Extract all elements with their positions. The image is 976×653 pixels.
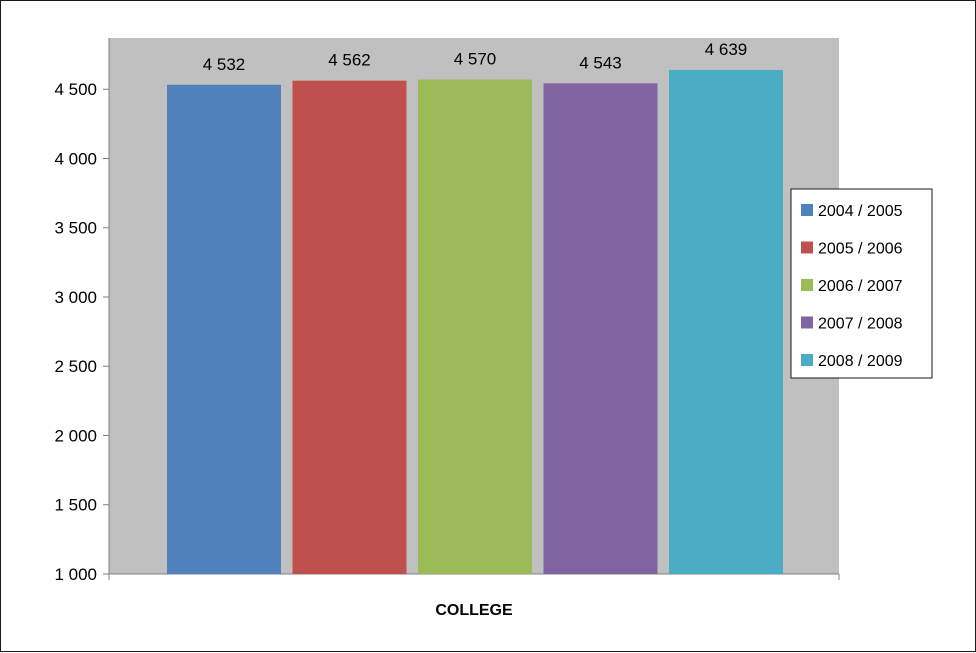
- y-tick-label: 4 000: [54, 149, 97, 168]
- y-tick-label: 3 000: [54, 288, 97, 307]
- bar-2005-2006: [292, 80, 407, 575]
- bar-2007-2008: [543, 83, 658, 575]
- y-tick-label: 1 500: [54, 496, 97, 515]
- legend-swatch: [801, 241, 813, 254]
- bars: [167, 69, 783, 575]
- x-axis: COLLEGE: [108, 573, 840, 619]
- data-label: 4 639: [705, 40, 748, 59]
- legend-entry: 2007 / 2008: [818, 316, 903, 333]
- y-tick-label: 3 500: [54, 219, 97, 238]
- data-labels: 4 532 4 562 4 570 4 543 4 639: [203, 40, 748, 74]
- legend-swatch: [801, 279, 813, 291]
- data-label: 4 532: [203, 55, 246, 74]
- legend-swatch: [801, 316, 813, 329]
- legend-entry: 2004 / 2005: [818, 203, 903, 220]
- legend-swatch: [801, 204, 813, 216]
- y-tick-label: 4 500: [54, 80, 97, 99]
- data-label: 4 562: [328, 51, 371, 70]
- legend-box: [790, 188, 933, 379]
- y-axis: 1 000 1 500 2 000 2 500 3 000 3 500 4 000 4 500: [54, 38, 110, 584]
- bar-2006-2007: [418, 79, 532, 574]
- legend-entry: 2005 / 2006: [818, 241, 903, 258]
- y-tick-label: 2 500: [54, 357, 97, 376]
- legend-swatch: [801, 354, 813, 366]
- data-label: 4 543: [579, 53, 622, 72]
- data-label: 4 570: [454, 50, 497, 69]
- legend: 2004 / 2005 2005 / 2006 2006 / 2007 2007 / …: [790, 188, 933, 379]
- bar-2008-2009: [669, 69, 783, 574]
- y-tick-label: 1 000: [54, 565, 97, 584]
- x-category-label: COLLEGE: [435, 602, 513, 619]
- y-tick-label: 2 000: [54, 426, 97, 445]
- legend-entry: 2008 / 2009: [818, 353, 903, 370]
- bar-2004-2005: [167, 84, 281, 574]
- legend-entry: 2006 / 2007: [818, 278, 903, 295]
